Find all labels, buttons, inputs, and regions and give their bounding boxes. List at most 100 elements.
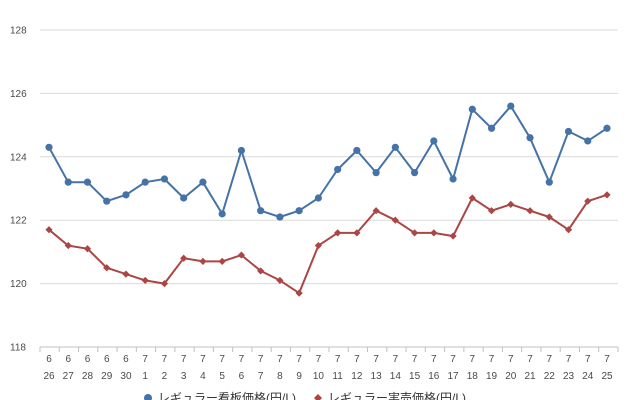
data-point	[603, 191, 611, 199]
x-tick-month-label: 7	[277, 354, 283, 365]
x-tick-day-label: 17	[448, 371, 460, 382]
data-point	[103, 197, 111, 205]
data-point	[199, 257, 207, 266]
data-point	[122, 191, 130, 199]
data-point	[45, 226, 53, 234]
data-point	[218, 257, 226, 266]
x-tick-month-label: 6	[46, 354, 52, 365]
data-point	[391, 216, 399, 224]
data-point	[180, 254, 188, 262]
data-point	[468, 105, 476, 113]
x-tick-month-label: 7	[393, 354, 399, 365]
x-tick-month-label: 7	[489, 354, 495, 365]
data-point	[334, 165, 342, 174]
data-point	[218, 210, 226, 218]
x-tick-month-label: 7	[142, 354, 148, 365]
x-tick-day-label: 16	[428, 371, 440, 382]
data-point	[507, 102, 515, 110]
data-point	[314, 194, 322, 202]
x-tick-day-label: 12	[351, 371, 363, 382]
x-tick-day-label: 10	[313, 371, 325, 382]
y-tick-label: 122	[10, 216, 27, 227]
x-tick-day-label: 24	[582, 371, 594, 382]
data-point	[391, 143, 399, 151]
data-point	[141, 276, 149, 285]
data-point	[564, 226, 573, 234]
data-point	[45, 143, 53, 151]
data-point	[545, 213, 553, 221]
data-point	[449, 232, 457, 240]
x-tick-month-label: 7	[239, 354, 245, 365]
x-tick-month-label: 7	[604, 354, 610, 365]
data-point	[353, 146, 361, 155]
axes	[39, 346, 619, 352]
series-group	[45, 102, 611, 297]
data-point	[430, 229, 438, 237]
data-point	[83, 245, 92, 253]
y-axis-tick-labels: 118 120 122 124 126 128	[10, 26, 27, 354]
data-point	[430, 137, 438, 145]
data-point	[83, 178, 92, 186]
data-point	[545, 178, 553, 186]
x-tick-day-label: 13	[371, 371, 383, 382]
x-tick-month-label: 7	[200, 354, 206, 365]
data-point	[276, 213, 284, 221]
x-tick-day-label: 25	[601, 371, 613, 382]
legend-item-1: レギュラー看板価格(円/L)	[144, 390, 296, 400]
x-tick-day-label: 8	[277, 371, 283, 382]
y-tick-label: 124	[10, 152, 27, 163]
data-point	[468, 194, 476, 202]
x-tick-day-label: 2	[162, 371, 168, 382]
data-point	[526, 207, 534, 215]
x-tick-month-label: 6	[85, 354, 91, 365]
x-tick-month-label: 6	[123, 354, 129, 365]
data-point	[64, 241, 72, 250]
x-tick-month-label: 6	[65, 354, 71, 365]
x-tick-day-label: 5	[219, 371, 225, 382]
x-tick-day-label: 7	[258, 371, 264, 382]
x-tick-month-label: 7	[431, 354, 437, 365]
x-tick-day-label: 3	[181, 371, 187, 382]
x-tick-month-label: 6	[104, 354, 110, 365]
x-tick-day-label: 30	[120, 371, 132, 382]
series-line	[48, 105, 608, 218]
series-line	[48, 193, 608, 295]
legend-label: レギュラー実売価格(円/L)	[328, 390, 466, 400]
data-point	[64, 178, 72, 186]
data-point	[295, 207, 303, 215]
x-tick-day-label: 23	[563, 371, 575, 382]
x-axis-tick-labels: 6266276286296307172737475767778797107117…	[43, 354, 613, 382]
data-point	[584, 197, 592, 205]
x-tick-day-label: 22	[544, 371, 556, 382]
y-tick-label: 128	[10, 26, 27, 37]
x-tick-month-label: 7	[335, 354, 341, 365]
x-tick-day-label: 28	[82, 371, 94, 382]
x-tick-month-label: 7	[162, 354, 168, 365]
data-point	[410, 169, 419, 177]
legend-marker	[314, 394, 322, 400]
data-point	[487, 207, 496, 215]
legend-item-2: レギュラー実売価格(円/L)	[314, 390, 466, 400]
x-tick-day-label: 29	[101, 371, 113, 382]
data-point	[507, 200, 515, 208]
data-point	[160, 280, 169, 288]
data-point	[449, 175, 457, 183]
data-point	[353, 229, 361, 237]
x-tick-day-label: 4	[200, 371, 206, 382]
y-tick-label: 126	[10, 89, 27, 100]
x-tick-month-label: 7	[450, 354, 456, 365]
x-tick-month-label: 7	[354, 354, 360, 365]
x-tick-month-label: 7	[508, 354, 514, 365]
data-point	[603, 124, 611, 132]
data-point	[257, 207, 265, 215]
x-tick-month-label: 7	[546, 354, 552, 365]
x-tick-day-label: 21	[524, 371, 536, 382]
data-point	[314, 241, 322, 250]
x-tick-month-label: 7	[566, 354, 572, 365]
x-tick-day-label: 11	[332, 371, 343, 382]
x-tick-month-label: 7	[585, 354, 591, 365]
data-point	[526, 134, 534, 142]
x-tick-month-label: 7	[219, 354, 225, 365]
x-tick-month-label: 7	[296, 354, 302, 365]
